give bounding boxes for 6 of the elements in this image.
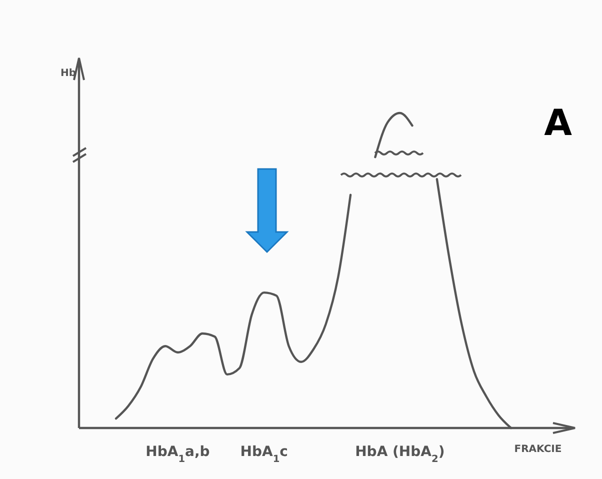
x-tick-label: HbA$_{1}$a,b (146, 444, 210, 464)
text: A (544, 103, 572, 144)
x-axis-title: FRAKCIE (514, 444, 562, 455)
x-tick-label: HbA (HbA$_{2}$) (355, 444, 445, 464)
y-axis-title: Hb (60, 68, 76, 79)
x-tick-label: HbA$_{1}$c (240, 444, 288, 464)
